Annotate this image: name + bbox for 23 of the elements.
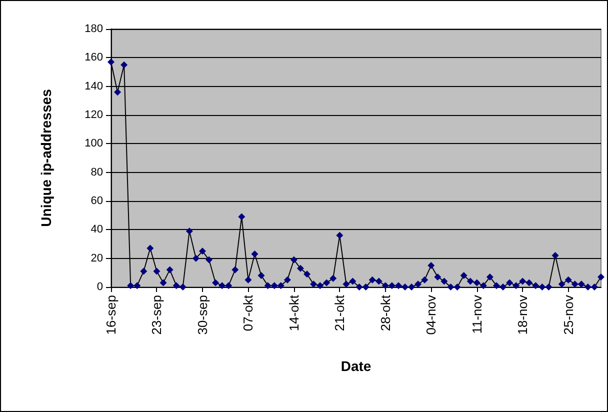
x-tick-label: 21-okt — [332, 294, 348, 332]
y-tick-label: 160 — [84, 52, 103, 64]
y-tick-label: 40 — [90, 224, 103, 236]
y-tick-label: 120 — [84, 109, 103, 121]
x-tick-label: 18-nov — [515, 294, 530, 335]
x-tick-label: 25-nov — [560, 294, 576, 335]
y-tick-label: 80 — [90, 166, 103, 178]
y-tick-label: 20 — [90, 252, 103, 264]
y-tick-label: 60 — [90, 195, 103, 207]
x-tick-label: 14-okt — [286, 294, 302, 332]
y-tick-label: 0 — [96, 281, 103, 293]
x-tick-label: 04-nov — [424, 294, 439, 335]
y-axis-title: Unique ip-addresses — [38, 88, 54, 227]
x-axis-title: Date — [340, 358, 372, 374]
y-tick-label: 140 — [84, 80, 103, 92]
y-tick-label: 180 — [84, 23, 103, 35]
x-tick-label: 28-okt — [378, 294, 393, 332]
x-tick-label: 07-okt — [240, 294, 256, 332]
x-tick-label: 30-sep — [194, 295, 210, 335]
x-tick-label: 11-nov — [469, 294, 484, 334]
y-tick-label: 100 — [84, 138, 103, 150]
x-tick-label: 16-sep — [104, 295, 118, 335]
x-tick-label: 23-sep — [149, 295, 164, 335]
